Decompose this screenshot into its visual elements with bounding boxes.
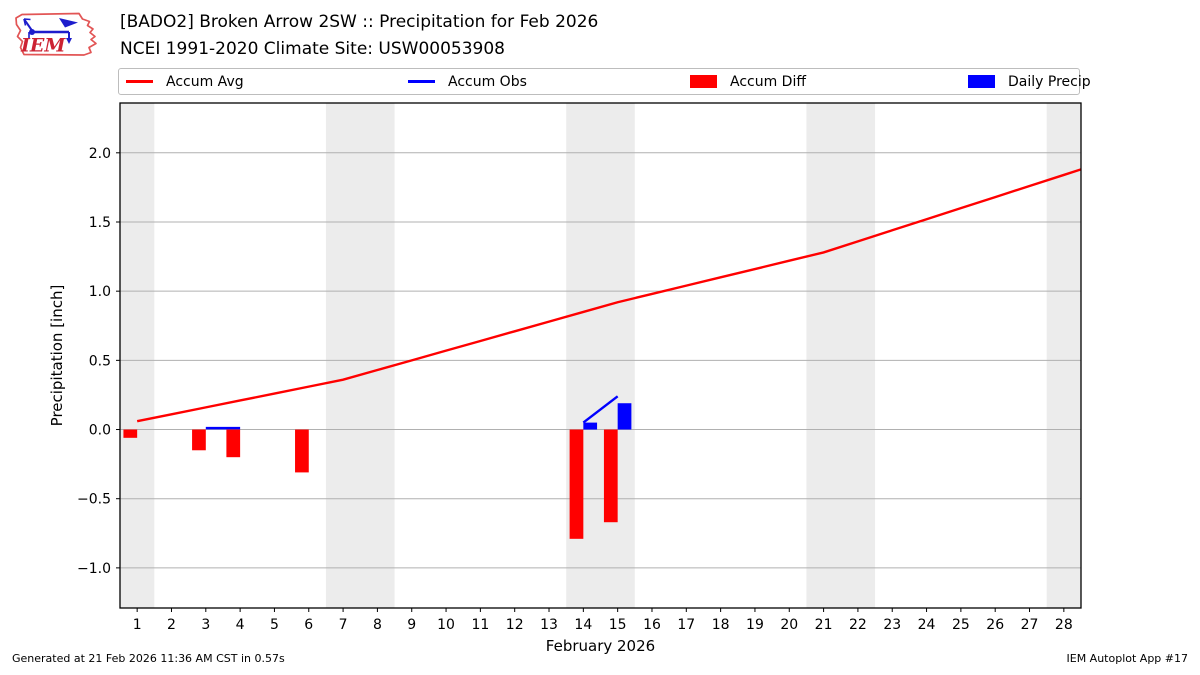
daily-precip-bar [583, 422, 598, 430]
y-axis-label: Precipitation [inch] [48, 285, 66, 427]
accum-avg-line-swatch-icon [126, 80, 153, 83]
x-tick-label: 23 [883, 617, 901, 633]
weekend-band [806, 103, 876, 608]
x-tick-label: 5 [270, 617, 279, 633]
daily-precip-bar [617, 403, 632, 430]
x-tick-label: 21 [815, 617, 833, 633]
x-tick-label: 4 [236, 617, 245, 633]
x-tick-label: 14 [574, 617, 592, 633]
x-tick-label: 7 [339, 617, 348, 633]
x-tick-label: 19 [746, 617, 764, 633]
x-tick-label: 10 [437, 617, 455, 633]
accum-obs-line [582, 395, 619, 424]
y-tick-label: 0.0 [89, 423, 111, 439]
weekend-band [1046, 103, 1081, 608]
x-tick-label: 20 [780, 617, 798, 633]
accum-obs-line-swatch-icon [408, 80, 435, 83]
wind-vane-icon-fills [29, 18, 78, 44]
x-tick-label: 6 [304, 617, 313, 633]
x-tick-label: 26 [986, 617, 1004, 633]
x-tick-label: 27 [1021, 617, 1039, 633]
x-tick-label: 25 [952, 617, 970, 633]
y-tick-label: 1.0 [89, 284, 111, 300]
legend-item-daily-precip: Daily Precip [968, 69, 1091, 94]
weekend-band [325, 103, 395, 608]
generated-timestamp: Generated at 21 Feb 2026 11:36 AM CST in… [12, 652, 285, 665]
y-tick-label: 1.5 [89, 215, 111, 231]
legend-label-accum-avg: Accum Avg [166, 73, 244, 90]
y-tick-label: −0.5 [77, 492, 111, 508]
x-tick-label: 17 [677, 617, 695, 633]
x-tick-label: 18 [712, 617, 730, 633]
legend: Accum Avg Accum Obs Accum Diff Daily Pre… [118, 68, 1091, 95]
legend-item-accum-avg: Accum Avg [126, 69, 244, 94]
x-tick-label: 15 [609, 617, 627, 633]
x-tick-label: 8 [373, 617, 382, 633]
accum-diff-bar [123, 429, 138, 438]
x-tick-label: 16 [643, 617, 661, 633]
accum-diff-rect-swatch-icon [690, 75, 717, 88]
x-tick-label: 24 [918, 617, 936, 633]
weekend-band [120, 103, 155, 608]
autoplot-app-credit: IEM Autoplot App #17 [1066, 652, 1189, 665]
accum-diff-bar [603, 429, 618, 523]
legend-label-accum-diff: Accum Diff [730, 73, 807, 90]
x-tick-label: 2 [167, 617, 176, 633]
accum-diff-bar [226, 429, 241, 458]
x-tick-label: 9 [407, 617, 416, 633]
y-tick-label: 2.0 [89, 146, 111, 162]
x-tick-label: 3 [201, 617, 210, 633]
legend-item-accum-obs: Accum Obs [408, 69, 527, 94]
x-tick-label: 11 [471, 617, 489, 633]
iem-logo: IEM [8, 8, 108, 62]
y-tick-label: 0.5 [89, 353, 111, 369]
accum-avg-line [136, 168, 1082, 423]
accum-diff-bar [295, 429, 309, 473]
x-tick-label: 13 [540, 617, 558, 633]
x-tick-label: 28 [1055, 617, 1073, 633]
legend-item-accum-diff: Accum Diff [690, 69, 806, 94]
x-tick-label: 1 [133, 617, 142, 633]
plot-subtitle: NCEI 1991-2020 Climate Site: USW00053908 [120, 39, 505, 59]
plot-title: [BADO2] Broken Arrow 2SW :: Precipitatio… [120, 12, 599, 32]
legend-label-accum-obs: Accum Obs [448, 73, 527, 90]
legend-label-daily-precip: Daily Precip [1008, 73, 1091, 90]
iem-logo-text: IEM [20, 35, 66, 57]
x-axis-label: February 2026 [546, 637, 655, 655]
y-tick-label: −1.0 [77, 561, 111, 577]
plot-border [119, 102, 1082, 609]
x-tick-label: 12 [506, 617, 524, 633]
daily-precip-rect-swatch-icon [968, 75, 995, 88]
accum-diff-bar [569, 429, 584, 539]
x-tick-label: 22 [849, 617, 867, 633]
iowa-outline-icon: IEM [15, 12, 97, 57]
accum-diff-bar [192, 429, 206, 451]
